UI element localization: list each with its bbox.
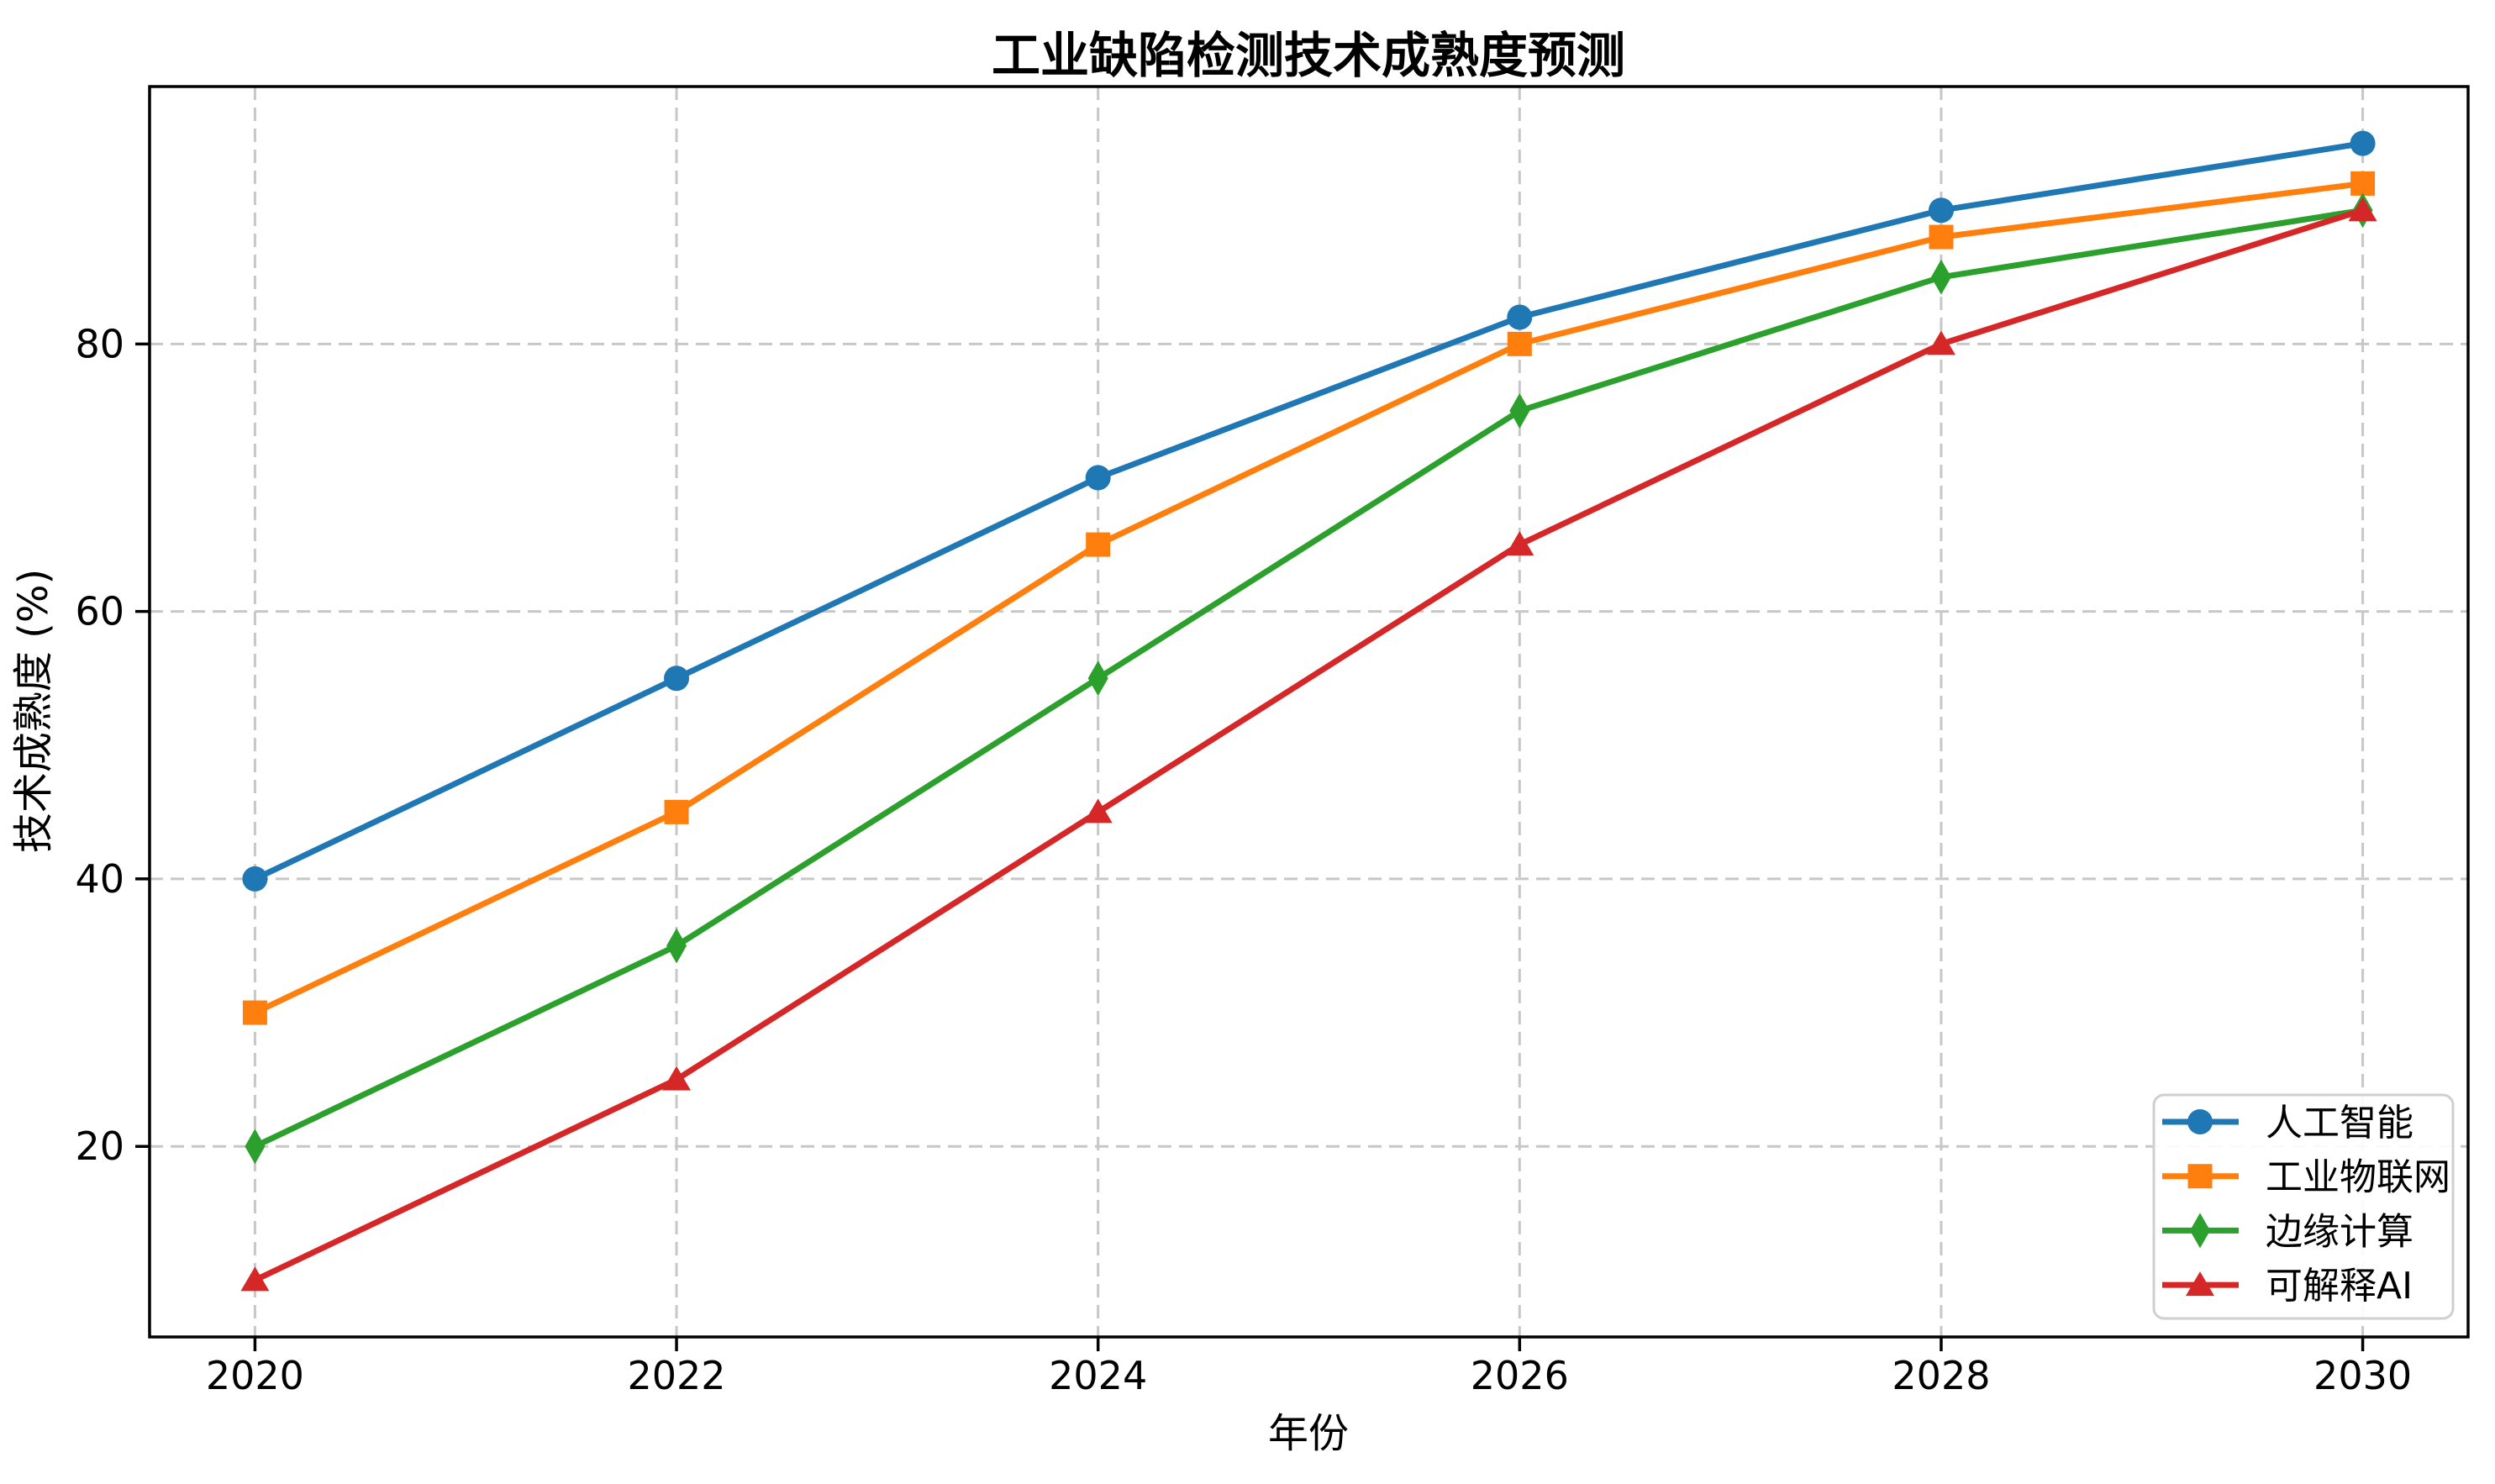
- y-tick-label: 40: [75, 856, 124, 902]
- triangle-marker: [1926, 330, 1955, 355]
- y-tick-label: 80: [75, 321, 124, 366]
- diamond-marker: [666, 928, 687, 964]
- y-axis-label: 技术成熟度 (%): [10, 569, 57, 853]
- series-line: [251, 140, 2366, 882]
- square-marker: [1507, 331, 1532, 356]
- series-line: [251, 207, 2366, 1283]
- circle-marker: [1085, 465, 1111, 491]
- y-tick-label: 20: [75, 1124, 124, 1169]
- series-line: [251, 180, 2366, 1016]
- circle-marker: [2187, 1109, 2213, 1134]
- diamond-marker: [1930, 259, 1951, 295]
- circle-marker: [242, 866, 268, 892]
- circle-marker: [664, 666, 690, 692]
- square-marker: [1929, 224, 1954, 250]
- legend-box: [2152, 1093, 2455, 1320]
- square-marker: [664, 799, 689, 824]
- x-axis-label: 年份: [1268, 1410, 1349, 1457]
- square-marker: [1086, 532, 1111, 557]
- grid-layer: [150, 87, 2468, 1337]
- tick-layer: 2020 2022 2024 2026 2028 2030 20 40 60 80: [75, 321, 2412, 1398]
- diamond-marker: [1087, 660, 1108, 697]
- chart-title: 工业缺陷检测技术成熟度预测: [992, 27, 1625, 84]
- legend-item-label: 可解释AI: [2266, 1265, 2413, 1308]
- legend-item: 工业物联网: [2162, 1156, 2450, 1199]
- triangle-marker: [1505, 531, 1534, 556]
- square-marker: [2350, 171, 2376, 196]
- triangle-marker: [662, 1066, 692, 1091]
- x-tick-label: 2024: [1049, 1353, 1147, 1398]
- x-tick-label: 2020: [206, 1353, 304, 1398]
- x-tick-label: 2022: [628, 1353, 726, 1398]
- legend-item: 人工智能: [2162, 1102, 2413, 1145]
- y-tick-label: 60: [75, 589, 124, 634]
- axes-frame: [148, 85, 2470, 1339]
- legend-item: 边缘计算: [2162, 1210, 2413, 1253]
- legend-item-label: 工业物联网: [2266, 1156, 2450, 1199]
- square-marker: [242, 1000, 267, 1025]
- x-tick-label: 2026: [1471, 1353, 1569, 1398]
- series-line: [251, 207, 2366, 1150]
- circle-marker: [1507, 304, 1533, 330]
- circle-marker: [2350, 130, 2376, 156]
- diamond-marker: [1509, 392, 1530, 429]
- legend-item: 可解释AI: [2162, 1265, 2413, 1308]
- triangle-marker: [2348, 197, 2377, 222]
- square-marker: [2187, 1164, 2213, 1189]
- legend-item-label: 人工智能: [2266, 1102, 2413, 1145]
- triangle-marker: [1083, 798, 1113, 824]
- x-tick-label: 2028: [1892, 1353, 1990, 1398]
- series-layer: [240, 130, 2377, 1292]
- legend-item-label: 边缘计算: [2266, 1210, 2413, 1253]
- x-tick-label: 2030: [2313, 1353, 2412, 1398]
- triangle-marker: [2186, 1271, 2214, 1297]
- diamond-marker: [245, 1129, 266, 1165]
- triangle-marker: [240, 1266, 270, 1292]
- diamond-marker: [2190, 1213, 2210, 1249]
- axes-frame-layer: [148, 85, 2470, 1339]
- circle-marker: [1928, 197, 1954, 224]
